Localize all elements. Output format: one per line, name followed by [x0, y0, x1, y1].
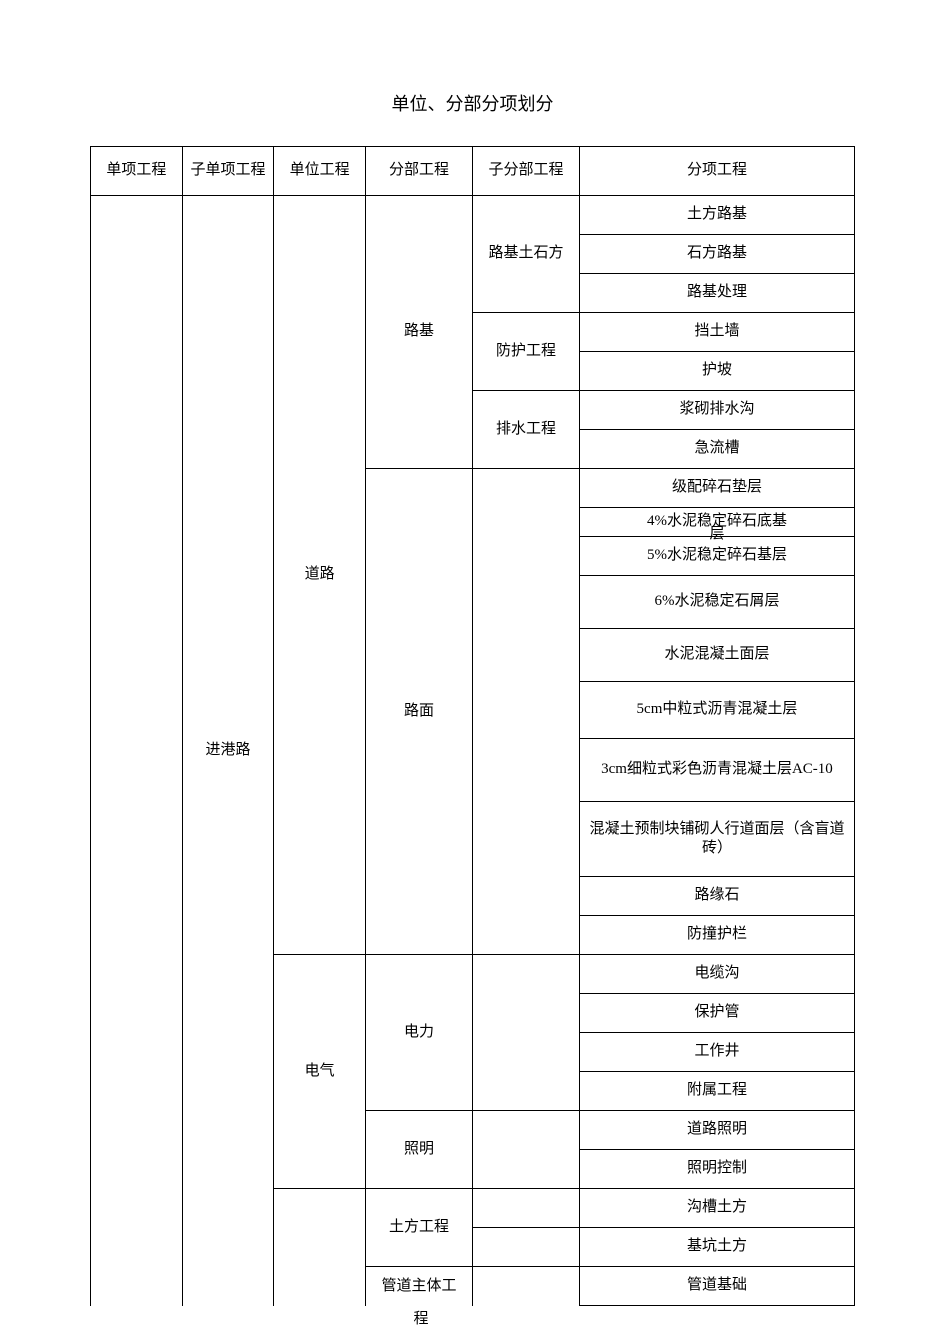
cell-c6: 护坡: [579, 352, 854, 391]
cell-c6: 路缘石: [579, 877, 854, 916]
cell-c6: 石方路基: [579, 235, 854, 274]
cell-c4-lumian: 路面: [366, 469, 473, 955]
header-c2: 子单项工程: [182, 147, 274, 196]
cell-c6: 保护管: [579, 994, 854, 1033]
cell-c6: 浆砌排水沟: [579, 391, 854, 430]
cell-c3-daolu: 道路: [274, 196, 366, 955]
cell-c6: 防撞护栏: [579, 916, 854, 955]
cell-c5-fanghu: 防护工程: [472, 313, 579, 391]
header-c1: 单项工程: [91, 147, 183, 196]
cell-c6: 路基处理: [579, 274, 854, 313]
header-c3: 单位工程: [274, 147, 366, 196]
document-page: 单位、分部分项划分 单项工程 子单项工程 单位工程 分部工程 子分部工程 分项工…: [0, 0, 945, 1306]
cell-c5-empty-zhaoming: [472, 1111, 579, 1189]
cell-c3-dianqi: 电气: [274, 955, 366, 1189]
cell-c6: 挡土墙: [579, 313, 854, 352]
cell-c6: 混凝土预制块铺砌人行道面层（含盲道砖）: [579, 802, 854, 877]
cell-c6: 急流槽: [579, 430, 854, 469]
cell-c6-stacked: 4%水泥稳定碎石底基 层: [579, 508, 854, 537]
header-c5: 子分部工程: [472, 147, 579, 196]
cell-c5-empty-dianli: [472, 955, 579, 1111]
header-c4: 分部工程: [366, 147, 473, 196]
cell-c5-empty-lumian: [472, 469, 579, 955]
cell-c4-tufang: 土方工程: [366, 1189, 473, 1267]
division-table: 单项工程 子单项工程 单位工程 分部工程 子分部工程 分项工程 进港路 道路 路…: [90, 146, 855, 1306]
cell-c2-jingganglu: 进港路: [182, 196, 274, 1306]
page-title: 单位、分部分项划分: [90, 90, 855, 116]
cell-c6: 土方路基: [579, 196, 854, 235]
cell-c4-guandao-line1: 管道主体工: [381, 1278, 456, 1294]
cell-c5-empty-tufang1: [472, 1189, 579, 1228]
cell-c4-luji: 路基: [366, 196, 473, 469]
cell-c6: 5cm中粒式沥青混凝土层: [579, 682, 854, 739]
cell-c4-guandao-line2: 程: [368, 1306, 474, 1330]
table-header-row: 单项工程 子单项工程 单位工程 分部工程 子分部工程 分项工程: [91, 147, 855, 196]
header-c6: 分项工程: [579, 147, 854, 196]
cell-c5-empty-tufang2: [472, 1228, 579, 1267]
cell-c6: 基坑土方: [579, 1228, 854, 1267]
cell-c6: 附属工程: [579, 1072, 854, 1111]
cell-c6: 水泥混凝土面层: [579, 629, 854, 682]
cell-c5-lujitushifang: 路基土石方: [472, 196, 579, 313]
cell-c6: 6%水泥稳定石屑层: [579, 576, 854, 629]
cell-c6: 电缆沟: [579, 955, 854, 994]
cell-c6: 沟槽土方: [579, 1189, 854, 1228]
cell-c1: [91, 196, 183, 1306]
cell-c6: 3cm细粒式彩色沥青混凝土层AC-10: [579, 739, 854, 802]
cell-c4-guandao: 管道主体工 程: [366, 1267, 473, 1306]
cell-c6-line2: 层: [580, 525, 854, 545]
cell-c6: 级配碎石垫层: [579, 469, 854, 508]
cell-c6: 道路照明: [579, 1111, 854, 1150]
cell-c6: 工作井: [579, 1033, 854, 1072]
table-row: 进港路 道路 路基 路基土石方 土方路基: [91, 196, 855, 235]
cell-c6: 管道基础: [579, 1267, 854, 1306]
cell-c6: 照明控制: [579, 1150, 854, 1189]
cell-c4-zhaoming: 照明: [366, 1111, 473, 1189]
cell-c5-paishui: 排水工程: [472, 391, 579, 469]
cell-c4-dianli: 电力: [366, 955, 473, 1111]
cell-c3-empty-bottom: [274, 1189, 366, 1306]
cell-c5-empty-guandao: [472, 1267, 579, 1306]
